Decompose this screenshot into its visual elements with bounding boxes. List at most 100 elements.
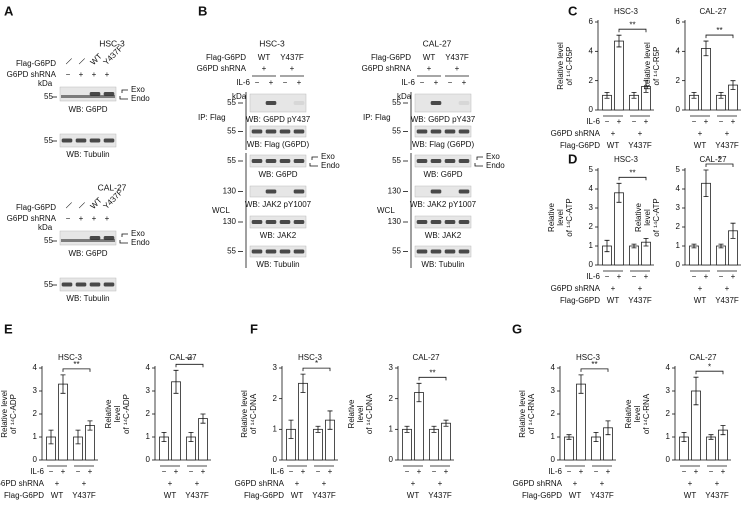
band bbox=[430, 101, 442, 105]
error-bar bbox=[703, 169, 709, 197]
wb-label: WB: JAK2 bbox=[260, 231, 297, 240]
row-item: WT bbox=[607, 141, 620, 150]
band bbox=[458, 189, 470, 194]
bar bbox=[706, 436, 716, 461]
row-item: — bbox=[63, 199, 75, 211]
x-tick-label: − bbox=[405, 467, 410, 476]
arrow bbox=[476, 156, 483, 160]
error-bar bbox=[691, 243, 697, 249]
band bbox=[458, 249, 470, 254]
band bbox=[430, 189, 442, 194]
y-axis-label: Relative bbox=[634, 203, 643, 232]
row-label: Flag-G6PD bbox=[206, 53, 246, 62]
y-tick-label: 3 bbox=[273, 363, 278, 372]
significance-bracket bbox=[705, 163, 734, 167]
band bbox=[251, 220, 263, 224]
error-bar bbox=[60, 374, 66, 394]
panel-letter: D bbox=[568, 151, 577, 166]
error-bar bbox=[173, 369, 179, 394]
x-tick-label: − bbox=[709, 467, 714, 476]
row-item: Y437F bbox=[72, 491, 96, 500]
band bbox=[293, 220, 305, 224]
band bbox=[61, 282, 73, 287]
row-item: Y437F bbox=[590, 491, 614, 500]
row-item: + bbox=[79, 70, 84, 79]
y-tick-label: 3 bbox=[389, 363, 394, 372]
y-tick-label: 0 bbox=[273, 455, 278, 464]
row-item: + bbox=[725, 129, 730, 138]
mw-marker: 55 bbox=[44, 280, 53, 289]
row-item: WT bbox=[164, 491, 177, 500]
wb-label: WB: Tubulin bbox=[256, 260, 299, 269]
chart-title: CAL-27 bbox=[699, 155, 727, 164]
band bbox=[279, 159, 291, 163]
y-tick-label: 0 bbox=[551, 455, 556, 464]
x-tick-label: − bbox=[692, 272, 697, 281]
error-bar bbox=[730, 222, 736, 239]
significance-bracket bbox=[695, 370, 724, 375]
band bbox=[279, 220, 291, 224]
x-tick-label: − bbox=[632, 272, 637, 281]
row-label: G6PD shRNA bbox=[551, 129, 601, 138]
y-tick-label: 4 bbox=[551, 363, 556, 372]
row-item: + bbox=[698, 284, 703, 293]
y-axis-label: Relative level bbox=[556, 42, 565, 90]
y-tick-label: 6 bbox=[589, 17, 594, 26]
band bbox=[430, 159, 442, 163]
error-bar bbox=[443, 419, 449, 427]
y-tick-label: 3 bbox=[676, 203, 681, 212]
panel-letter: F bbox=[250, 321, 258, 336]
blot bbox=[249, 185, 307, 198]
arrow bbox=[309, 163, 318, 167]
band bbox=[293, 189, 305, 194]
y-tick-label: 1 bbox=[33, 432, 38, 441]
error-bar bbox=[691, 92, 697, 99]
band bbox=[251, 249, 263, 254]
row-item: + bbox=[688, 479, 693, 488]
row-label: G6PD shRNA bbox=[513, 479, 563, 488]
x-tick-label: + bbox=[61, 467, 66, 476]
row-item: + bbox=[295, 479, 300, 488]
mw-marker: 55 bbox=[44, 92, 53, 101]
row-item: + bbox=[195, 479, 200, 488]
row-label: IL-6 bbox=[548, 467, 562, 476]
row-item: WT bbox=[569, 491, 582, 500]
wcl-label: WCL bbox=[212, 206, 230, 215]
band bbox=[458, 220, 470, 224]
row-item: + bbox=[600, 479, 605, 488]
error-bar bbox=[200, 413, 206, 424]
row-item: + bbox=[638, 284, 643, 293]
mw-marker: 55 bbox=[392, 98, 401, 107]
row-item: WT bbox=[258, 53, 271, 62]
band bbox=[265, 249, 277, 254]
chart-title: CAL-27 bbox=[699, 7, 727, 16]
wb-label: WB: Tubulin bbox=[66, 294, 109, 303]
x-tick-label: + bbox=[174, 467, 179, 476]
row-item: + bbox=[55, 479, 60, 488]
panel-letter: C bbox=[568, 3, 578, 18]
x-tick-label: + bbox=[721, 467, 726, 476]
row-item: + bbox=[322, 479, 327, 488]
wb-label: WB: G6PD pY437 bbox=[411, 115, 476, 124]
error-bar bbox=[720, 425, 726, 436]
mw-marker: 130 bbox=[388, 187, 402, 196]
row-item: + bbox=[262, 64, 267, 73]
significance-label: ** bbox=[629, 168, 635, 177]
row-item: + bbox=[168, 479, 173, 488]
y-tick-label: 4 bbox=[589, 184, 594, 193]
row-item: Y437F bbox=[428, 491, 452, 500]
y-axis-label: of ¹⁴C-DNA bbox=[249, 393, 258, 434]
row-item: WT bbox=[423, 53, 436, 62]
error-bar bbox=[616, 34, 622, 48]
x-tick-label: − bbox=[605, 117, 610, 126]
row-label: Flag-G6PD bbox=[522, 491, 562, 500]
y-tick-label: 3 bbox=[33, 386, 38, 395]
y-tick-label: 0 bbox=[33, 455, 38, 464]
row-label: G6PD shRNA bbox=[7, 70, 57, 79]
x-tick-label: + bbox=[328, 467, 333, 476]
chart-title: HSC-3 bbox=[576, 353, 601, 362]
y-tick-label: 1 bbox=[676, 241, 681, 250]
endo-label: Endo bbox=[486, 161, 505, 170]
y-axis-label: Relative bbox=[347, 399, 356, 428]
mw-marker: 55 bbox=[227, 127, 236, 136]
